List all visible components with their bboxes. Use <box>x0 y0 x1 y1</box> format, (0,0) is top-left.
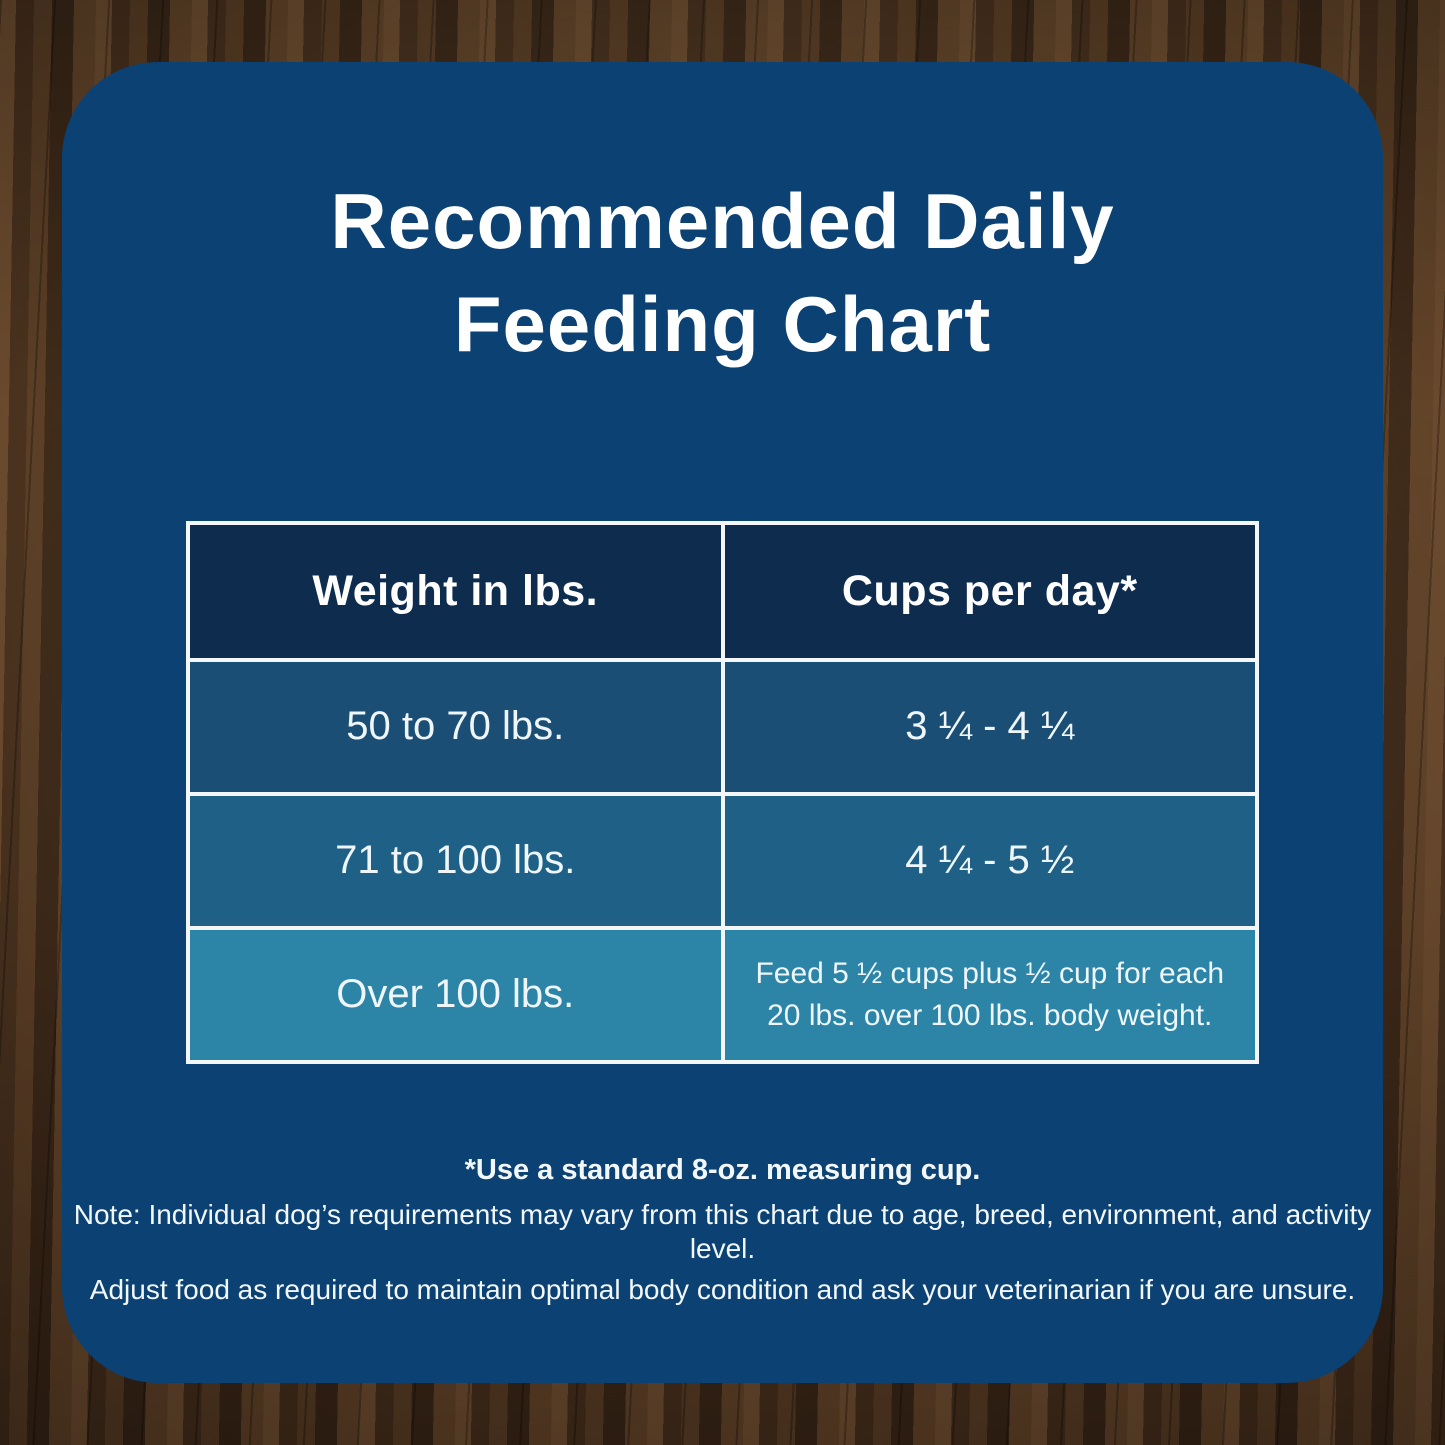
title-line-2: Feeding Chart <box>453 279 992 368</box>
column-header-weight: Weight in lbs. <box>190 525 721 658</box>
table-row-cups-71-100: 4 ¼ - 5 ½ <box>724 795 1255 926</box>
feeding-table: Weight in lbs. Cups per day* 50 to 70 lb… <box>186 521 1259 1064</box>
feeding-chart-panel: Recommended Daily Feeding Chart Weight i… <box>62 62 1383 1383</box>
column-header-cups: Cups per day* <box>724 525 1255 658</box>
table-row-cups-50-70: 3 ¼ - 4 ¼ <box>724 661 1255 792</box>
table-row-weight-50-70: 50 to 70 lbs. <box>190 661 721 792</box>
title-line-1: Recommended Daily <box>330 177 1115 265</box>
variance-note-line-2: Adjust food as required to maintain opti… <box>89 1274 1356 1306</box>
table-row-weight-over-100: Over 100 lbs. <box>190 929 721 1060</box>
page-title: Recommended Daily Feeding Chart <box>62 170 1383 376</box>
variance-note-line-1: Note: Individual dog’s requirements may … <box>73 1199 1372 1264</box>
table-row-weight-71-100: 71 to 100 lbs. <box>190 795 721 926</box>
footnotes: *Use a standard 8-oz. measuring cup. Not… <box>62 1153 1383 1315</box>
measuring-cup-note: *Use a standard 8-oz. measuring cup. <box>464 1154 981 1187</box>
table-row-cups-over-100: Feed 5 ½ cups plus ½ cup for each 20 lbs… <box>724 929 1255 1060</box>
